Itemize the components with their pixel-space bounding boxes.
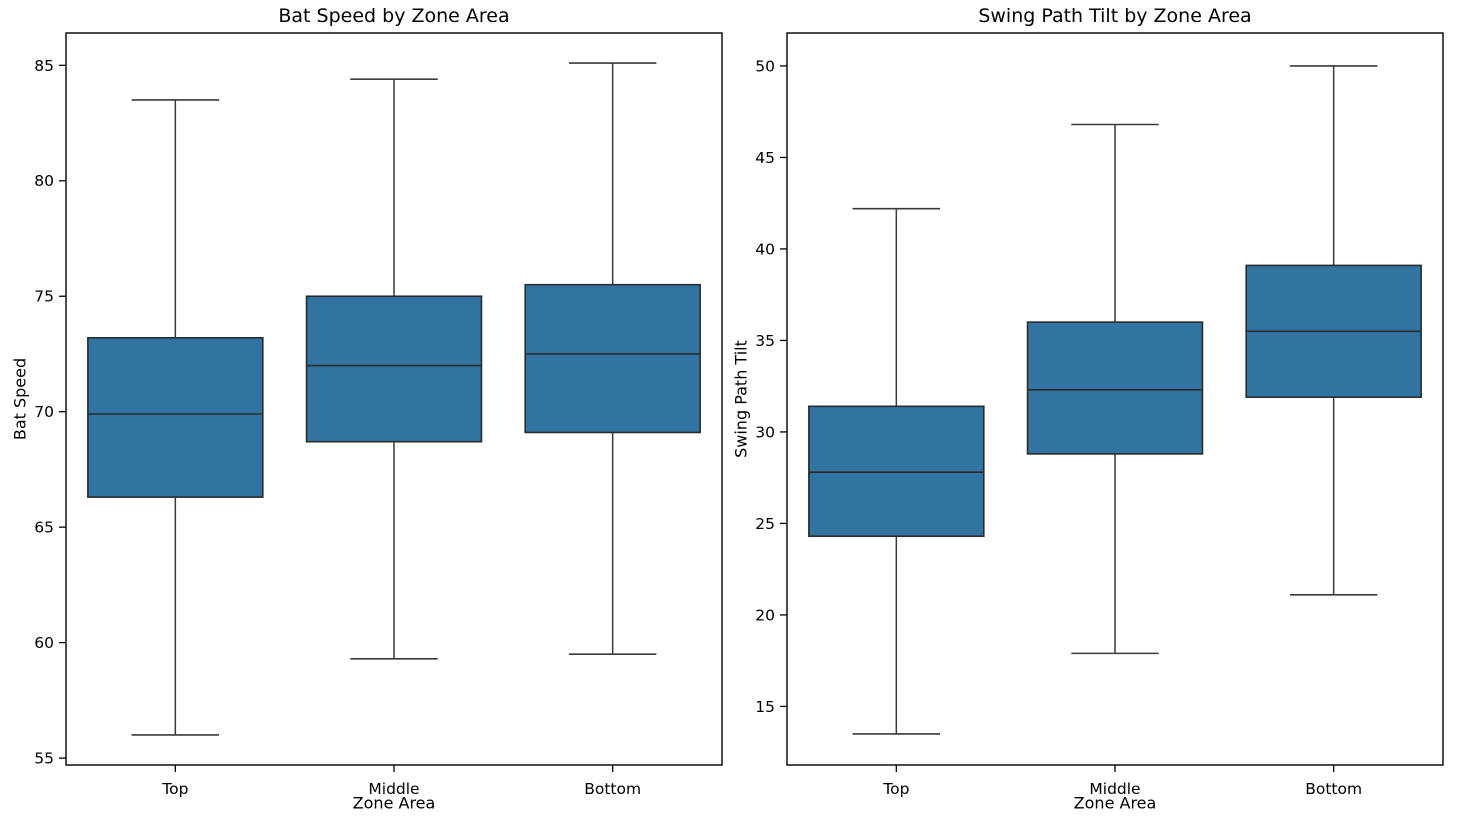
y-tick-label: 50 (755, 57, 775, 75)
x-tick-label: Bottom (1305, 780, 1362, 798)
y-tick-label: 60 (34, 634, 54, 652)
chart-title-swing-path-tilt: Swing Path Tilt by Zone Area (978, 5, 1252, 27)
y-tick-label: 80 (34, 172, 54, 190)
y-tick-label: 15 (755, 698, 775, 716)
plot-frame (786, 32, 1444, 766)
x-tick-label: Top (882, 780, 909, 798)
y-tick-label: 55 (34, 749, 54, 767)
chart-title-bat-speed: Bat Speed by Zone Area (278, 5, 510, 27)
box-bottom (524, 283, 701, 434)
box-top (808, 405, 985, 538)
y-tick-label: 45 (755, 149, 775, 167)
x-axis-label-zone-area-right: Zone Area (1073, 793, 1157, 813)
box-top (87, 337, 264, 498)
x-tick-label: Bottom (584, 780, 641, 798)
y-tick-label: 30 (755, 423, 775, 441)
x-tick-label: Top (161, 780, 188, 798)
y-tick-label: 70 (34, 403, 54, 421)
y-axis-label-swing-path-tilt: Swing Path Tilt (731, 340, 751, 458)
box-middle (305, 295, 483, 443)
box-middle (1026, 321, 1204, 455)
box-plot-bat-speed: 55 60 65 70 75 80 85 Top Middle Bottom (34, 32, 723, 798)
y-tick-label: 20 (755, 606, 775, 624)
x-tick-label: Middle (368, 780, 419, 798)
y-tick-label: 85 (34, 57, 54, 75)
box-plot-swing-path-tilt: 15 20 25 30 35 40 45 50 Top Middle Bottom (755, 32, 1444, 798)
x-tick-label: Middle (1089, 780, 1140, 798)
y-tick-label: 35 (755, 332, 775, 350)
y-tick-label: 40 (755, 240, 775, 258)
y-tick-label: 75 (34, 288, 54, 306)
plot-frame (65, 32, 723, 766)
y-axis-label-bat-speed: Bat Speed (10, 357, 30, 441)
y-tick-label: 65 (34, 519, 54, 537)
x-axis-label-zone-area-left: Zone Area (352, 793, 436, 813)
y-tick-label: 25 (755, 515, 775, 533)
